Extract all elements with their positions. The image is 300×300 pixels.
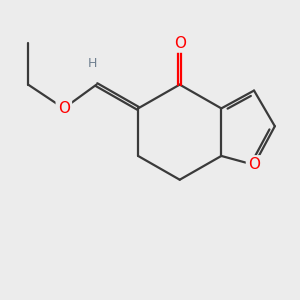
Text: O: O <box>248 158 260 172</box>
Text: H: H <box>87 57 97 70</box>
Text: O: O <box>174 35 186 50</box>
Text: O: O <box>58 101 70 116</box>
